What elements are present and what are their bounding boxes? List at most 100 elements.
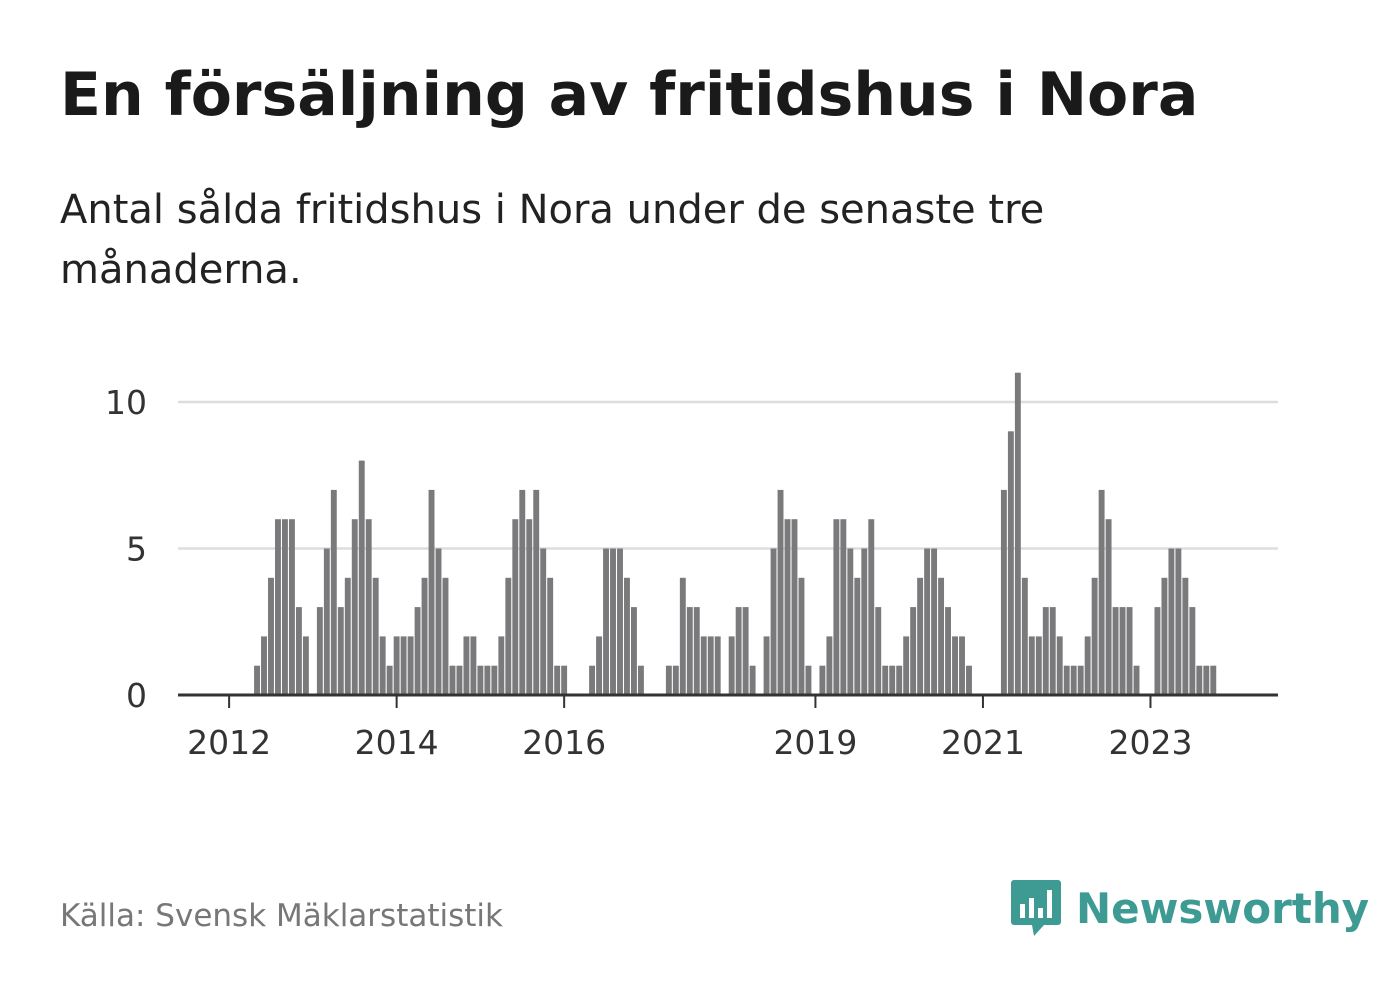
bar-99 [868, 519, 875, 695]
bar-110 [945, 607, 951, 695]
bar-16 [288, 519, 295, 695]
bar-52 [540, 548, 547, 695]
bar-23 [337, 607, 344, 695]
bar-108 [931, 548, 938, 695]
bar-36 [428, 489, 435, 695]
bar-60 [596, 636, 602, 695]
bar-44 [484, 665, 491, 695]
bar-148 [1210, 665, 1217, 695]
bar-107 [924, 548, 931, 695]
bar-81 [742, 607, 749, 695]
bar-12 [261, 636, 267, 695]
source-note: Källa: Svensk Mäklarstatistik [60, 898, 503, 934]
x-tick-label-2019: 2019 [773, 723, 857, 762]
bar-42 [470, 636, 477, 695]
bar-77 [714, 636, 721, 695]
bar-136 [1126, 607, 1133, 695]
bar-87 [784, 519, 791, 695]
bar-104 [903, 636, 910, 695]
bar-135 [1119, 607, 1126, 695]
x-tick-label-2021: 2021 [941, 723, 1025, 762]
bar-72 [679, 577, 686, 695]
bar-14 [275, 519, 281, 695]
bar-35 [421, 577, 428, 695]
bar-100 [875, 607, 882, 695]
bar-34 [414, 607, 421, 695]
bar-90 [805, 665, 812, 695]
bar-109 [938, 577, 945, 695]
bar-119 [1007, 431, 1014, 695]
bar-13 [268, 577, 274, 695]
bar-33 [407, 636, 414, 695]
y-tick-label-10: 10 [105, 383, 147, 422]
chart-subtitle: Antal sålda fritidshus i Nora under de s… [60, 187, 1045, 293]
bar-146 [1196, 665, 1203, 695]
bar-111 [952, 636, 958, 695]
grid-lines [178, 400, 1278, 550]
x-tick-label-2014: 2014 [355, 723, 439, 762]
bar-66 [637, 665, 644, 695]
bar-121 [1021, 577, 1028, 695]
bar-25 [351, 519, 358, 695]
bar-53 [547, 577, 554, 695]
bar-123 [1035, 636, 1042, 695]
bar-70 [665, 665, 672, 695]
bar-132 [1098, 489, 1105, 695]
bar-11 [254, 665, 260, 695]
bar-20 [316, 607, 323, 695]
bar-97 [854, 577, 861, 695]
x-tick-label-2016: 2016 [522, 723, 606, 762]
bar-134 [1112, 607, 1119, 695]
bar-129 [1077, 665, 1084, 695]
y-axis-labels: 0 5 10 [105, 383, 147, 715]
bar-82 [749, 665, 756, 695]
bar-101 [882, 665, 889, 695]
bar-147 [1203, 665, 1210, 695]
bar-30 [386, 665, 393, 695]
data-label-last: 1 [1217, 0, 1238, 8]
bar-chart-speech-bubble-icon [1011, 880, 1061, 936]
bar-85 [770, 548, 777, 695]
bar-28 [372, 577, 379, 695]
bars [254, 372, 1217, 695]
bar-65 [631, 607, 637, 695]
y-tick-label-0: 0 [126, 676, 147, 715]
bar-84 [763, 636, 770, 695]
bar-47 [505, 577, 512, 695]
bar-113 [966, 665, 972, 695]
bar-55 [561, 665, 568, 695]
bar-29 [379, 636, 386, 695]
bar-26 [358, 460, 365, 695]
bar-18 [302, 636, 309, 695]
y-tick-label-5: 5 [126, 530, 147, 569]
bar-41 [463, 636, 470, 695]
bar-105 [910, 607, 917, 695]
bar-51 [533, 489, 540, 695]
bar-124 [1042, 607, 1049, 695]
bar-127 [1063, 665, 1070, 695]
bar-17 [295, 607, 302, 695]
x-tick-label-2023: 2023 [1108, 723, 1192, 762]
x-tick-label-2012: 2012 [187, 723, 271, 762]
bar-122 [1028, 636, 1035, 695]
bar-45 [491, 665, 498, 695]
bar-76 [707, 636, 714, 695]
bar-98 [861, 548, 868, 695]
bar-106 [917, 577, 924, 695]
brand-logo: Newsworthy [1010, 878, 1369, 938]
bar-48 [512, 519, 519, 695]
brand-name: Newsworthy [1076, 883, 1370, 933]
bar-103 [896, 665, 903, 695]
bar-92 [819, 665, 826, 695]
annotations: 1 [1217, 0, 1238, 8]
bar-126 [1056, 636, 1063, 695]
bar-86 [777, 489, 784, 695]
bar-131 [1091, 577, 1098, 695]
x-axis [178, 693, 1278, 708]
bar-95 [840, 519, 847, 695]
bar-80 [735, 607, 742, 695]
bar-62 [610, 548, 616, 695]
bar-88 [791, 519, 798, 695]
bar-102 [889, 665, 896, 695]
bar-24 [344, 577, 351, 695]
